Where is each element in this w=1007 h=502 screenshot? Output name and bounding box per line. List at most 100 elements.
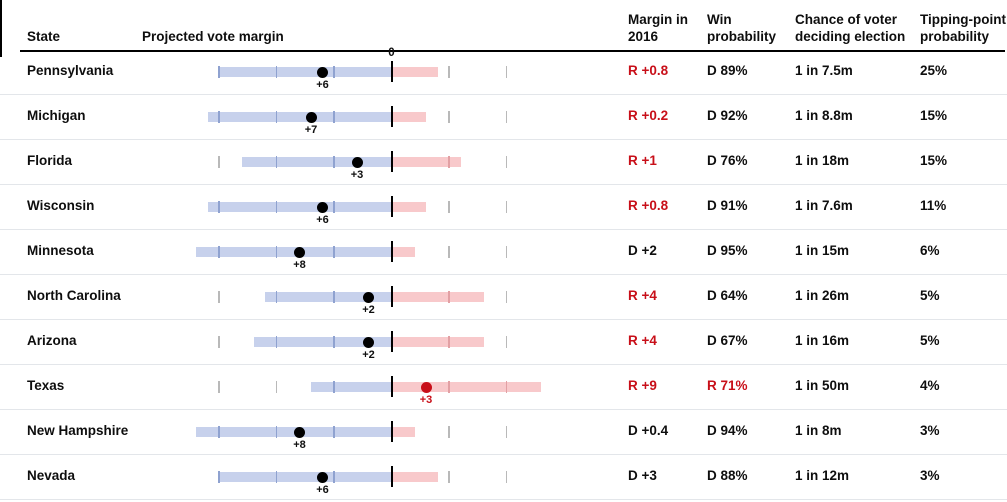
state-row: Pennsylvania 0 +6 R +0.8 D 89% 1 in 7.5m 25% [0, 47, 1007, 95]
header-margin-2016: Margin in 2016 [628, 12, 688, 44]
tipping-point-cell: 6% [920, 243, 940, 258]
estimate-dot [317, 472, 328, 483]
estimate-dot [294, 247, 305, 258]
estimate-label: +3 [350, 169, 364, 181]
state-row: New Hampshire +8 D +0.4 D 94% 1 in 8m 3% [0, 410, 1007, 455]
state-label: Nevada [27, 468, 76, 483]
ci-band-dem [253, 337, 392, 347]
state-row: Michigan +7 R +0.2 D 92% 1 in 8.8m 15% [0, 95, 1007, 140]
gridline-tick [275, 66, 278, 78]
gridline-tick [275, 426, 278, 438]
gridline-tick [333, 336, 335, 348]
state-row: Nevada +6 D +3 D 88% 1 in 12m 3% [0, 455, 1007, 500]
estimate-dot [351, 157, 363, 168]
tipping-point-cell: 15% [920, 153, 948, 168]
gridline-tick [333, 291, 335, 303]
zero-line [390, 376, 393, 397]
gridline-tick [448, 111, 450, 123]
estimate-label: +8 [293, 259, 306, 271]
margin-2016-cell: R +0.2 [628, 108, 669, 123]
gridline-tick [333, 246, 335, 258]
gridline-tick [448, 156, 450, 168]
zero-line [390, 196, 393, 217]
ci-band-rep [391, 247, 415, 257]
chance-deciding-cell: 1 in 12m [795, 468, 850, 483]
chance-deciding-cell: 1 in 50m [795, 378, 850, 393]
gridline-tick [218, 246, 220, 258]
chance-deciding-cell: 1 in 15m [795, 243, 850, 258]
ci-band-dem [311, 382, 392, 392]
chance-deciding-cell: 1 in 7.5m [795, 63, 853, 78]
estimate-dot [305, 112, 317, 123]
gridline-tick [505, 381, 508, 393]
win-probability-cell: R 71% [707, 378, 748, 393]
ci-band-dem [265, 292, 392, 302]
win-probability-cell: D 88% [707, 468, 748, 483]
chance-deciding-cell: 1 in 26m [795, 288, 850, 303]
estimate-dot [420, 382, 432, 393]
header-state: State [27, 28, 61, 44]
ci-band-rep [391, 292, 484, 302]
gridline-tick [505, 471, 508, 483]
header-separator-rule [20, 50, 1005, 52]
win-probability-cell: D 89% [707, 63, 748, 78]
header-win-probability: Win probability [707, 12, 777, 44]
tipping-point-cell: 11% [920, 198, 947, 213]
state-label: Texas [27, 378, 65, 393]
margin-2016-cell: D +2 [628, 243, 657, 258]
gridline-tick [333, 201, 335, 213]
gridline-tick [448, 291, 450, 303]
gridline-tick [448, 471, 450, 483]
gridline-tick [275, 201, 278, 213]
margin-2016-cell: R +0.8 [628, 198, 669, 213]
gridline-tick [505, 336, 508, 348]
ci-band-dem [219, 472, 392, 482]
tipping-point-cell: 3% [920, 468, 940, 483]
gridline-tick [275, 381, 278, 393]
gridline-tick [218, 426, 220, 438]
estimate-label: +2 [362, 349, 375, 361]
gridline-tick [505, 66, 508, 78]
estimate-label: +6 [316, 484, 329, 496]
margin-2016-cell: D +0.4 [628, 423, 669, 438]
state-row: Wisconsin +6 R +0.8 D 91% 1 in 7.6m 11% [0, 185, 1007, 230]
state-label: Florida [27, 153, 73, 168]
estimate-label: +6 [316, 214, 329, 226]
tipping-point-cell: 3% [920, 423, 940, 438]
win-probability-cell: D 95% [707, 243, 748, 258]
zero-axis-label: 0 [388, 47, 395, 59]
state-label: Michigan [27, 108, 86, 123]
gridline-tick [448, 336, 450, 348]
gridline-tick [333, 156, 335, 168]
gridline-tick [275, 246, 278, 258]
estimate-dot [363, 292, 374, 303]
win-probability-cell: D 92% [707, 108, 748, 123]
ci-band-rep [391, 337, 484, 347]
estimate-dot [317, 202, 328, 213]
chance-deciding-cell: 1 in 16m [795, 333, 850, 348]
ci-band-dem [196, 427, 392, 437]
tipping-point-cell: 5% [920, 288, 940, 303]
ci-band-dem [219, 67, 392, 77]
win-probability-cell: D 64% [707, 288, 748, 303]
estimate-label: +8 [293, 439, 306, 451]
zero-line [390, 331, 393, 352]
zero-line [390, 61, 393, 82]
gridline-tick [505, 246, 508, 258]
ci-band-rep [391, 67, 438, 77]
ci-band-rep [391, 382, 541, 392]
state-label: New Hampshire [27, 423, 129, 438]
tipping-point-cell: 5% [920, 333, 940, 348]
tipping-point-cell: 25% [920, 63, 948, 78]
state-label: Minnesota [27, 243, 94, 258]
state-row: Minnesota +8 D +2 D 95% 1 in 15m 6% [0, 230, 1007, 275]
zero-line [390, 421, 393, 442]
win-probability-cell: D 94% [707, 423, 748, 438]
gridline-tick [333, 426, 335, 438]
tipping-point-cell: 15% [920, 108, 948, 123]
state-row: Florida +3 R +1 D 76% 1 in 18m 15% [0, 140, 1007, 185]
estimate-label: +7 [304, 124, 318, 136]
state-row: Arizona +2 R +4 D 67% 1 in 16m 5% [0, 320, 1007, 365]
gridline-tick [218, 336, 220, 348]
margin-2016-cell: R +1 [628, 153, 657, 168]
